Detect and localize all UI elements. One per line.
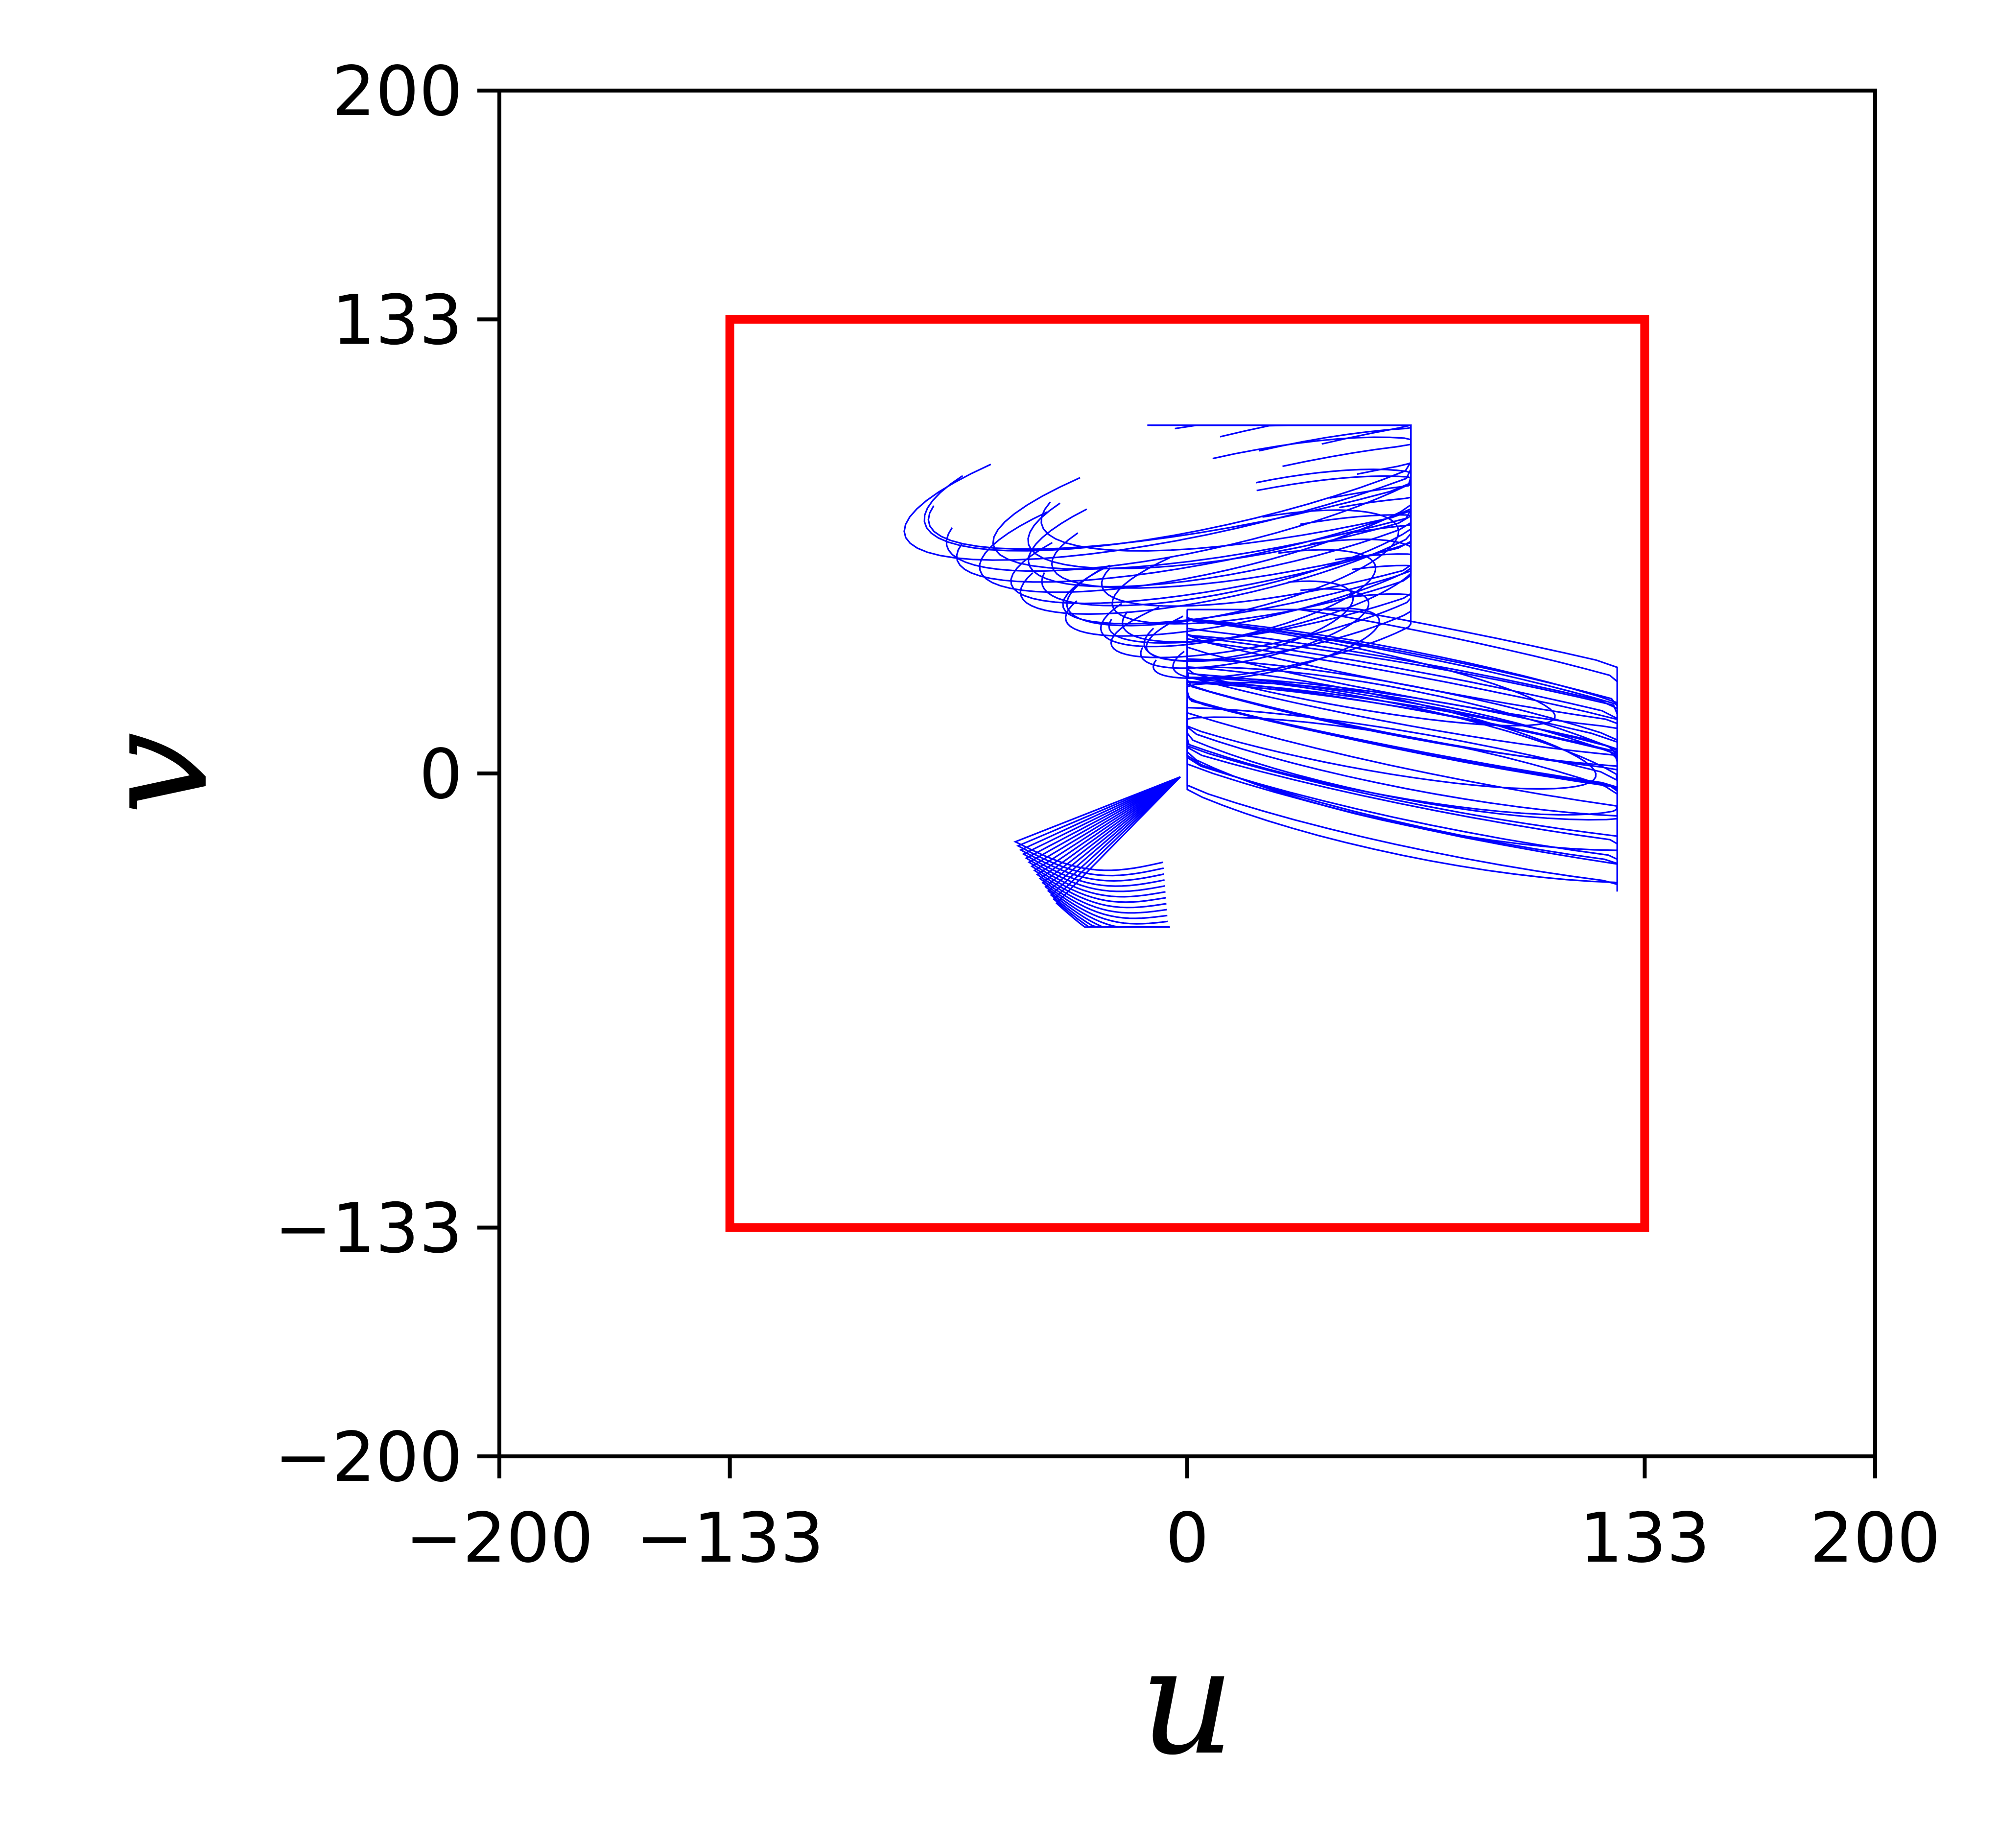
trajectory-curve <box>1041 776 1181 925</box>
x-tick-label: 133 <box>1579 1498 1710 1578</box>
y-tick-label: 0 <box>419 735 463 815</box>
trajectory-curve <box>979 436 1412 593</box>
trajectory-curve <box>1186 716 1618 884</box>
x-tick-label: 200 <box>1810 1498 1940 1578</box>
trajectory-curve <box>1024 776 1181 892</box>
x-tick-label: −200 <box>405 1498 594 1578</box>
trajectory-curve <box>1016 776 1181 877</box>
x-tick-label: −133 <box>635 1498 824 1578</box>
trajectory-curve <box>1022 776 1181 887</box>
x-axis-ticks: −200 −133 0 133 200 <box>405 1456 1941 1578</box>
trajectory-curve <box>1055 776 1181 928</box>
trajectory-curve <box>1013 776 1181 871</box>
y-tick-label: 133 <box>332 281 463 360</box>
y-axis-ticks: −200 −133 0 133 200 <box>274 52 499 1497</box>
y-tick-label: −133 <box>274 1189 463 1269</box>
y-tick-label: 200 <box>332 52 463 132</box>
trajectory-curve <box>1019 475 1412 615</box>
trajectory-curve <box>1033 776 1181 909</box>
y-tick-label: −200 <box>274 1418 463 1497</box>
trajectory-curves <box>903 424 1618 928</box>
trajectory-curve <box>1186 677 1618 872</box>
trajectory-curve <box>1019 776 1181 882</box>
trajectory-curve <box>1035 776 1181 914</box>
trajectory-curve <box>1010 441 1412 605</box>
trajectory-curve <box>1100 549 1377 648</box>
bounding-box <box>725 315 1649 1232</box>
trajectory-curve <box>1030 776 1181 903</box>
trajectory-curve <box>1038 776 1181 919</box>
x-axis-label: u <box>1140 1616 1234 1787</box>
trajectory-curve <box>1186 633 1618 823</box>
y-axis-label: v <box>70 732 240 815</box>
x-tick-label: 0 <box>1165 1498 1209 1578</box>
trajectory-curve <box>927 424 1412 550</box>
trajectory-curve <box>1027 776 1181 898</box>
